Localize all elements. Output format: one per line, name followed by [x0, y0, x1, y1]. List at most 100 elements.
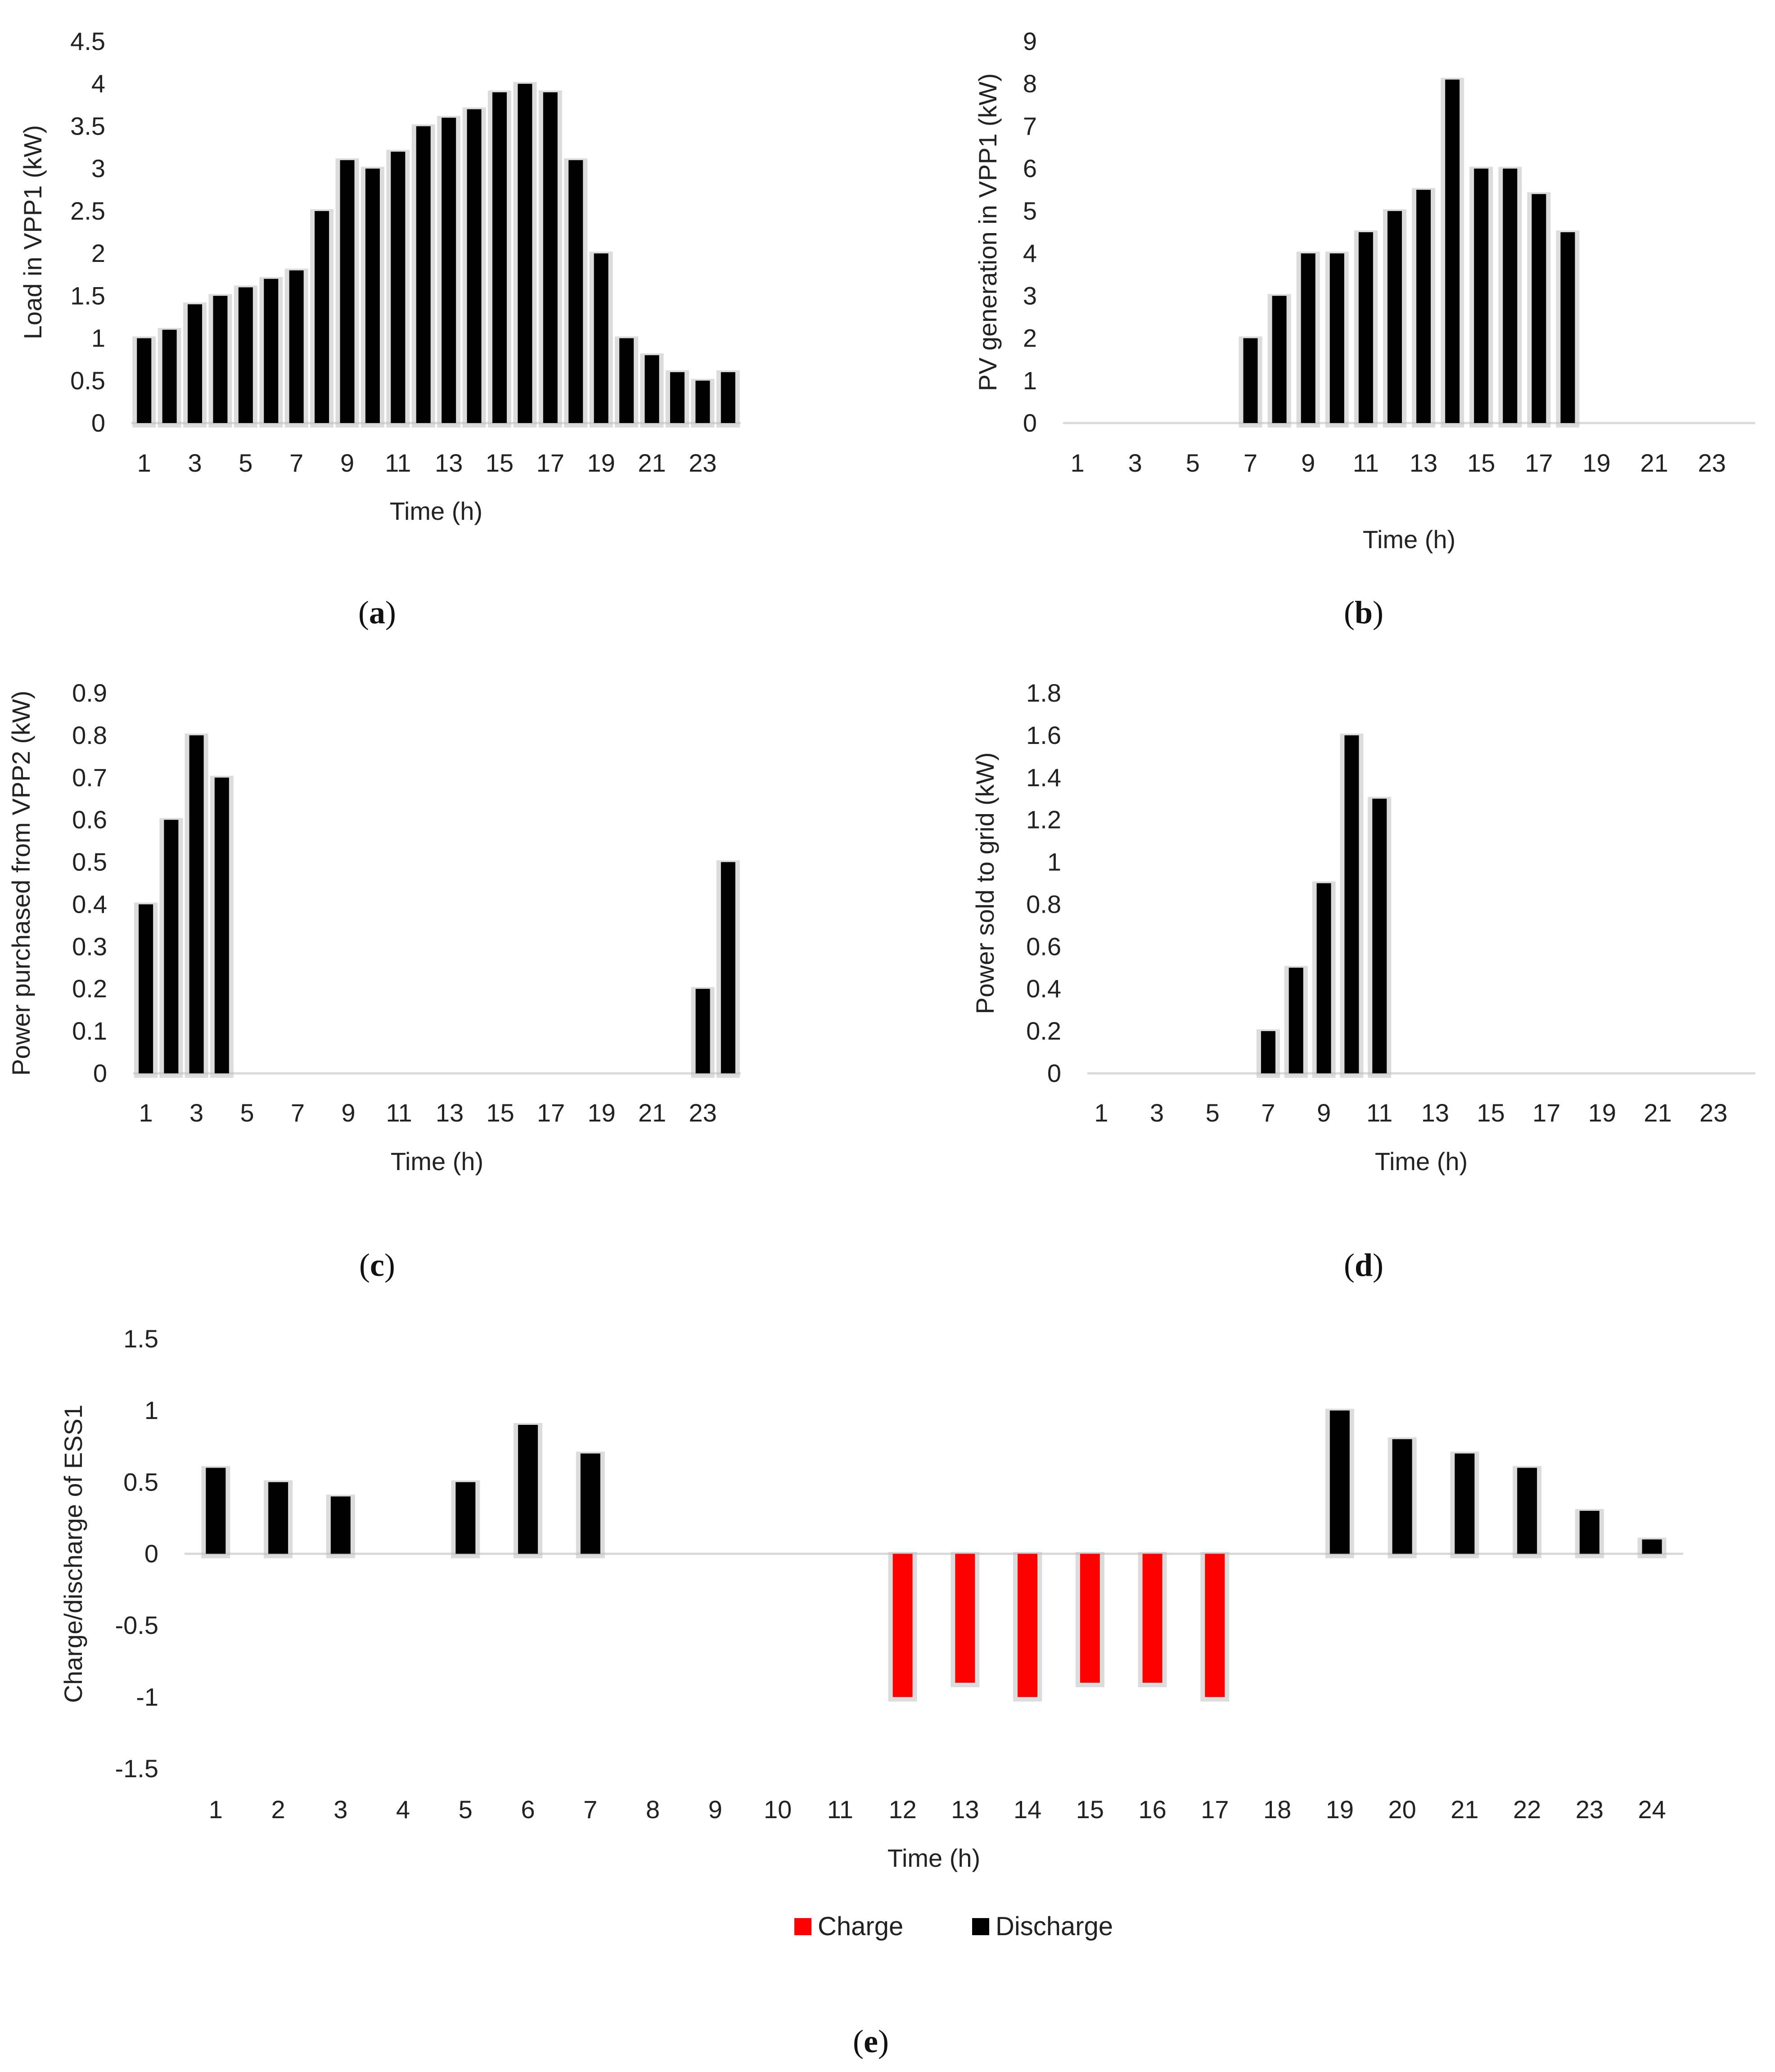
y-tick-label: 0.7 — [72, 763, 107, 792]
bar-charge — [1080, 1554, 1100, 1683]
bar-load — [467, 109, 482, 423]
x-tick-label: 7 — [583, 1795, 597, 1824]
x-axis-title: Time (h) — [1363, 525, 1455, 554]
x-tick-label: 17 — [1532, 1099, 1560, 1127]
panel-label: (a) — [358, 595, 396, 631]
y-tick-label: 0 — [1047, 1059, 1061, 1087]
x-tick-label: 4 — [396, 1795, 410, 1824]
bar-pv-generation — [1560, 232, 1575, 423]
x-tick-label: 17 — [537, 1099, 565, 1127]
bar-load — [213, 296, 228, 423]
bar-load — [695, 380, 710, 423]
x-tick-label: 5 — [1206, 1099, 1220, 1127]
y-tick-label: 8 — [1023, 69, 1037, 98]
y-tick-label: 7 — [1023, 112, 1037, 140]
x-tick-label: 7 — [1261, 1099, 1275, 1127]
y-tick-label: 2.5 — [70, 197, 105, 225]
x-tick-label: 13 — [1410, 449, 1437, 477]
bar-load — [441, 117, 456, 423]
x-tick-label: 13 — [1421, 1099, 1449, 1127]
x-tick-label: 21 — [638, 449, 666, 477]
y-axis-title: Power purchased from VPP2 (kW) — [7, 691, 35, 1076]
x-tick-label: 17 — [1201, 1795, 1229, 1824]
bar-discharge — [1642, 1539, 1662, 1554]
bar-pv-generation — [1474, 168, 1489, 423]
bar-discharge — [330, 1496, 351, 1554]
bar-load — [238, 287, 253, 423]
x-tick-label: 13 — [436, 1099, 464, 1127]
x-axis-title: Time (h) — [391, 1147, 483, 1176]
bar-pv-generation — [1301, 253, 1315, 423]
x-tick-label: 11 — [386, 1099, 412, 1127]
bar-discharge — [1579, 1511, 1599, 1554]
bar-load — [568, 160, 583, 423]
bar-load — [289, 270, 304, 423]
x-tick-label: 5 — [239, 449, 252, 477]
legend-label-charge: Charge — [818, 1912, 903, 1941]
y-tick-label: 1.4 — [1026, 763, 1061, 792]
x-tick-label: 19 — [1588, 1099, 1616, 1127]
x-tick-label: 23 — [689, 1099, 716, 1127]
bar-pv-generation — [1358, 232, 1373, 423]
bar-load — [137, 338, 152, 423]
y-tick-label: 1 — [1023, 366, 1037, 395]
panel-label-close: ) — [385, 595, 396, 631]
panel-label-open: ( — [359, 1247, 370, 1283]
bar-purchased — [695, 989, 710, 1073]
x-tick-label: 12 — [888, 1795, 916, 1824]
bar-purchased — [189, 735, 204, 1073]
legend-swatch-discharge — [972, 1918, 989, 1935]
panel-label-open: ( — [1344, 595, 1355, 631]
bar-load — [721, 372, 735, 423]
y-tick-label: 1.8 — [1026, 679, 1061, 707]
y-tick-label: 0.6 — [1026, 932, 1061, 960]
bar-purchased — [721, 862, 735, 1073]
y-tick-label: 9 — [1023, 27, 1037, 55]
x-tick-label: 1 — [1094, 1099, 1108, 1127]
x-tick-label: 15 — [486, 1099, 514, 1127]
x-tick-label: 19 — [1582, 449, 1610, 477]
y-axis-title: Power sold to grid (kW) — [971, 752, 999, 1014]
bar-pv-generation — [1329, 253, 1344, 423]
x-tick-label: 5 — [1186, 449, 1200, 477]
x-tick-label: 3 — [189, 1099, 203, 1127]
bar-load — [543, 92, 558, 423]
y-tick-label: 3 — [91, 154, 105, 183]
bar-load — [162, 329, 177, 423]
x-tick-label: 7 — [291, 1099, 305, 1127]
chart-panel-d: 00.20.40.60.811.21.41.61.81 3 5 7 9 11 13 15 17 1… — [971, 679, 1755, 1283]
y-tick-label: 0.4 — [1026, 974, 1061, 1003]
x-tick-label: 24 — [1638, 1795, 1666, 1824]
y-tick-label: 2 — [1023, 324, 1037, 352]
y-tick-label: 0.3 — [72, 932, 107, 960]
y-tick-label: 0.8 — [72, 721, 107, 749]
x-tick-label: 20 — [1388, 1795, 1416, 1824]
bar-sold — [1372, 798, 1387, 1073]
x-tick-label: 19 — [587, 449, 615, 477]
bar-discharge — [1392, 1439, 1412, 1554]
x-tick-label: 21 — [1644, 1099, 1671, 1127]
bar-charge — [892, 1554, 913, 1697]
panel-label-letter: b — [1355, 595, 1373, 631]
y-tick-label: 1 — [1047, 848, 1061, 876]
bar-discharge — [518, 1425, 538, 1554]
legend-label-discharge: Discharge — [996, 1912, 1113, 1941]
y-tick-label: 1.5 — [70, 281, 105, 310]
panel-label-open: ( — [853, 2023, 864, 2059]
x-tick-label: 21 — [1640, 449, 1668, 477]
y-axis-title: Load in VPP1 (kW) — [18, 125, 47, 339]
panel-label: (c) — [359, 1247, 395, 1283]
bar-pv-generation — [1445, 79, 1460, 423]
y-tick-label: 3.5 — [70, 112, 105, 140]
bar-charge — [1018, 1554, 1038, 1697]
y-tick-label: 6 — [1023, 154, 1037, 183]
x-tick-label: 7 — [289, 449, 303, 477]
bar-load — [619, 338, 634, 423]
panel-label-letter: e — [864, 2023, 878, 2059]
x-tick-label: 18 — [1263, 1795, 1291, 1824]
y-tick-label: 4.5 — [70, 27, 105, 55]
bar-load — [492, 92, 507, 423]
x-tick-label: 11 — [1366, 1099, 1392, 1127]
y-tick-label: 0.8 — [1026, 890, 1061, 918]
